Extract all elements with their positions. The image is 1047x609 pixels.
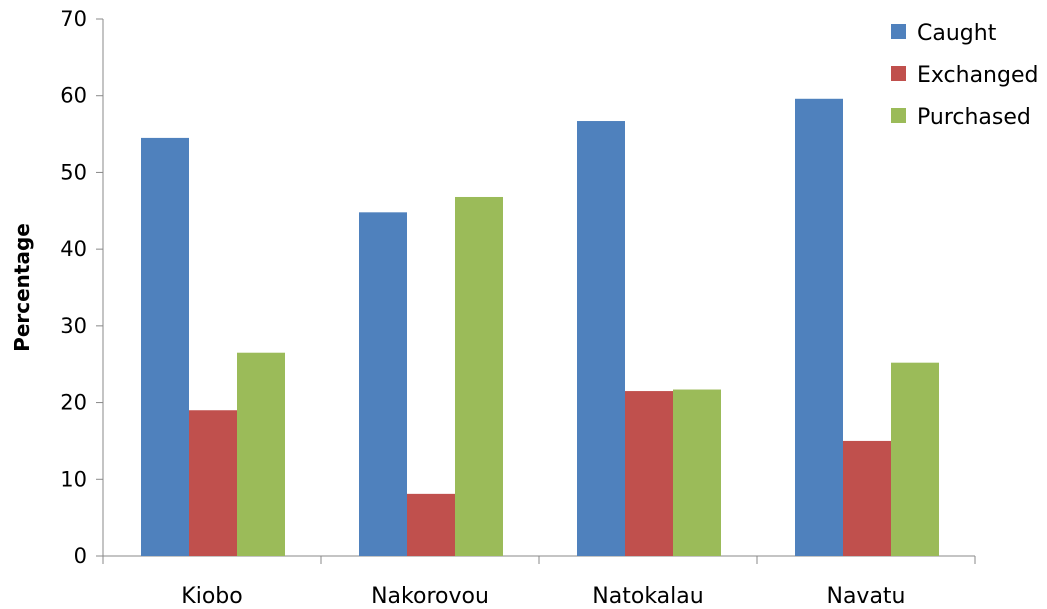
x-category-label: Nakorovou xyxy=(371,584,489,609)
bar-purchased-navatu xyxy=(891,362,939,556)
legend-label-caught: Caught xyxy=(917,21,997,46)
legend-label-exchanged: Exchanged xyxy=(917,63,1038,88)
y-tick-label: 40 xyxy=(60,237,87,261)
y-tick-label: 60 xyxy=(60,84,87,108)
x-category-label: Kiobo xyxy=(181,584,242,609)
legend-label-purchased: Purchased xyxy=(917,105,1031,130)
bar-caught-natokalau xyxy=(577,121,625,556)
x-category-label: Navatu xyxy=(826,584,905,609)
legend-swatch-caught xyxy=(891,24,906,39)
bar-caught-navatu xyxy=(795,98,843,556)
bar-exchanged-kiobo xyxy=(189,410,237,556)
y-tick-label: 20 xyxy=(60,391,87,415)
plot-area: 0 10 20 30 40 50 60 70 Kiobo Nakorovou Natokalau Na… xyxy=(60,7,976,609)
y-tick-label: 30 xyxy=(60,314,87,338)
legend-swatch-exchanged xyxy=(891,66,906,81)
y-axis-title: Percentage xyxy=(10,223,34,352)
y-tick-label: 10 xyxy=(60,467,87,491)
bar-purchased-kiobo xyxy=(237,352,285,556)
y-tick-label: 0 xyxy=(74,544,87,568)
bar-exchanged-nakorovou xyxy=(407,493,455,556)
bar-purchased-nakorovou xyxy=(455,196,503,556)
y-tick-label: 50 xyxy=(60,160,87,184)
y-tick-label: 70 xyxy=(60,7,87,31)
x-category-label: Natokalau xyxy=(592,584,703,609)
bar-exchanged-natokalau xyxy=(625,391,673,556)
legend-swatch-purchased xyxy=(891,108,906,123)
bar-caught-kiobo xyxy=(141,137,189,556)
bar-caught-nakorovou xyxy=(359,212,407,556)
legend: Caught Exchanged Purchased xyxy=(891,21,1038,130)
bar-exchanged-navatu xyxy=(843,440,891,556)
bar-purchased-natokalau xyxy=(673,389,721,556)
